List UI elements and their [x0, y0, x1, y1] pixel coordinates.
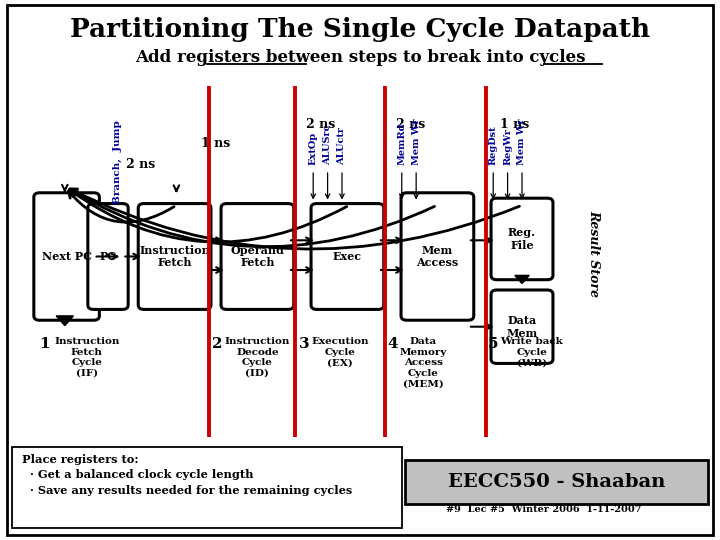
Text: 3: 3 — [299, 338, 310, 352]
FancyBboxPatch shape — [401, 193, 474, 320]
Text: 4: 4 — [387, 338, 398, 352]
Text: 2 ns: 2 ns — [306, 118, 335, 131]
Text: Instruction
Fetch: Instruction Fetch — [139, 245, 210, 268]
Text: ALUSrc: ALUSrc — [323, 124, 332, 165]
Text: 1 ns: 1 ns — [202, 137, 230, 150]
Text: Mem Wr: Mem Wr — [412, 118, 420, 165]
FancyBboxPatch shape — [12, 447, 402, 528]
Text: Add registers between steps to break into cycles: Add registers between steps to break int… — [135, 49, 585, 66]
FancyBboxPatch shape — [405, 460, 708, 504]
Text: 2 ns: 2 ns — [396, 118, 425, 131]
Text: Mem
Access: Mem Access — [416, 245, 459, 268]
Text: ExtOp: ExtOp — [309, 132, 318, 165]
Text: Write back
Cycle
(WB): Write back Cycle (WB) — [500, 338, 563, 367]
FancyBboxPatch shape — [88, 204, 128, 309]
Text: Exec: Exec — [333, 251, 362, 262]
Text: Result Store: Result Store — [588, 210, 600, 298]
Text: EECC550 - Shaaban: EECC550 - Shaaban — [448, 472, 665, 491]
Text: Instruction
Fetch
Cycle
(IF): Instruction Fetch Cycle (IF) — [54, 338, 120, 377]
Text: 1: 1 — [40, 338, 50, 352]
Text: Branch,  Jump: Branch, Jump — [113, 120, 122, 204]
FancyBboxPatch shape — [138, 204, 211, 309]
Text: 2 ns: 2 ns — [126, 158, 155, 171]
Text: ALUctr: ALUctr — [338, 127, 346, 165]
FancyBboxPatch shape — [491, 290, 553, 363]
Text: 1 ns: 1 ns — [500, 118, 529, 131]
Text: Data
Mem: Data Mem — [506, 315, 538, 339]
Text: PC: PC — [99, 251, 117, 262]
Text: Next PC: Next PC — [42, 251, 91, 262]
Text: RegDst: RegDst — [489, 125, 498, 165]
Text: Partitioning The Single Cycle Datapath: Partitioning The Single Cycle Datapath — [70, 17, 650, 42]
Text: Mem Wr: Mem Wr — [518, 118, 526, 165]
Text: #9  Lec #5  Winter 2006  1-11-2007: #9 Lec #5 Winter 2006 1-11-2007 — [446, 505, 642, 514]
FancyBboxPatch shape — [221, 204, 294, 309]
Text: MemRd: MemRd — [397, 122, 406, 165]
FancyBboxPatch shape — [491, 198, 553, 280]
Text: 5: 5 — [488, 338, 499, 352]
Text: Reg.
File: Reg. File — [508, 227, 536, 251]
FancyBboxPatch shape — [7, 5, 713, 535]
FancyBboxPatch shape — [34, 193, 99, 320]
Text: 2: 2 — [212, 338, 223, 352]
Text: Operand
Fetch: Operand Fetch — [230, 245, 284, 268]
Text: Execution
Cycle
(EX): Execution Cycle (EX) — [311, 338, 369, 367]
Text: Instruction
Decode
Cycle
(ID): Instruction Decode Cycle (ID) — [225, 338, 290, 377]
Polygon shape — [56, 316, 73, 326]
Polygon shape — [515, 275, 529, 284]
Text: RegWr: RegWr — [503, 127, 512, 165]
Text: Data
Memory
Access
Cycle
(MEM): Data Memory Access Cycle (MEM) — [400, 338, 447, 388]
FancyBboxPatch shape — [311, 204, 384, 309]
Text: Place registers to:
  · Get a balanced clock cycle length
  · Save any results n: Place registers to: · Get a balanced clo… — [22, 454, 352, 496]
